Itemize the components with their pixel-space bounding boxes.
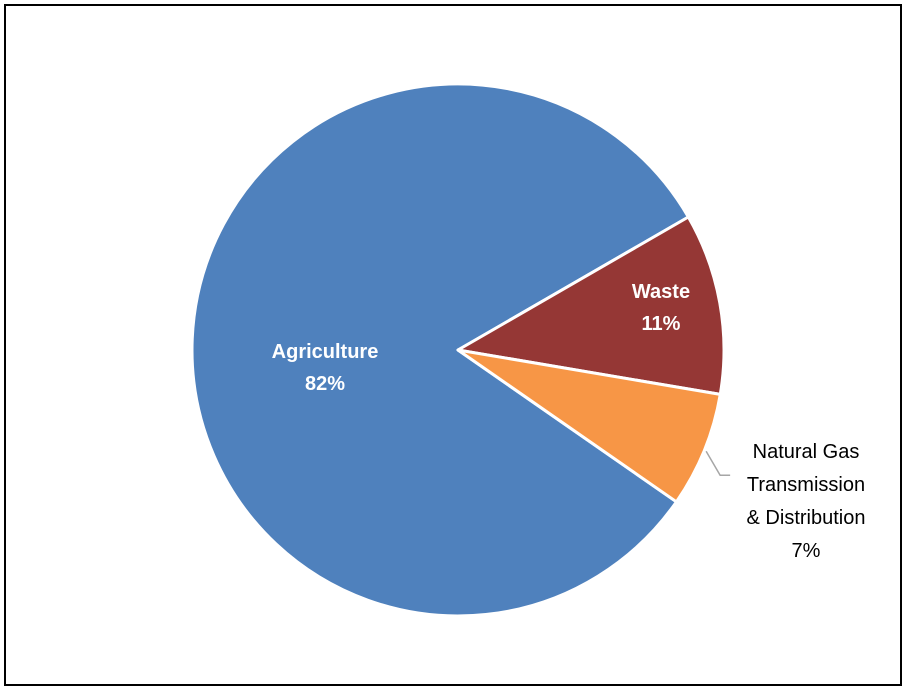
- pie-chart: Agriculture 82% Waste 11% Natural Gas Transmi…: [190, 82, 866, 618]
- slices-layer: [190, 82, 726, 618]
- slice-label-natural-gas-transmission-distribution: Natural Gas Transmission & Distribution 7%: [747, 441, 866, 562]
- slice-label-line: 7%: [792, 540, 821, 562]
- chart-frame: Agriculture 82% Waste 11% Natural Gas Transmi…: [4, 4, 902, 686]
- slice-label-waste: Waste 11%: [632, 281, 690, 335]
- pie-slice-natural-gas-transmission-distribution: [456, 348, 722, 504]
- slice-label-line: 11%: [642, 313, 681, 335]
- leaders-layer: [705, 450, 731, 477]
- pie-slice-agriculture: [190, 82, 690, 618]
- pie-slice-waste: [456, 215, 726, 396]
- slice-label-line: 82%: [305, 373, 345, 395]
- slice-label-line: Transmission: [747, 474, 865, 496]
- slice-label-agriculture: Agriculture 82%: [272, 341, 379, 395]
- slice-label-line: Waste: [632, 281, 690, 303]
- slice-label-line: & Distribution: [747, 507, 866, 529]
- slice-label-line: Agriculture: [272, 341, 379, 363]
- leader-line: [705, 450, 731, 477]
- slice-label-line: Natural Gas: [753, 441, 860, 463]
- labels-layer: Agriculture 82% Waste 11% Natural Gas Transmi…: [272, 281, 866, 562]
